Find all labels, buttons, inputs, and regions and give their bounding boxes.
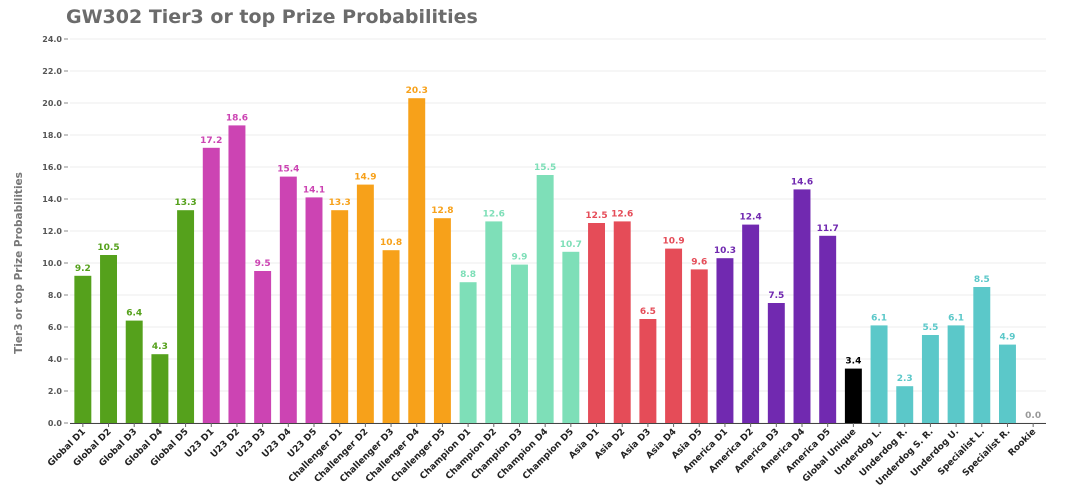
bar [793,189,811,423]
data-label: 6.5 [640,307,656,317]
data-label: 2.3 [897,374,913,384]
bar [947,325,965,423]
y-tick-label: 16.0 [42,163,62,172]
y-tick-label: 24.0 [42,35,62,44]
y-tick-label: 0.0 [48,419,63,428]
data-label: 9.6 [691,257,707,267]
data-label: 12.6 [483,209,505,219]
bar [433,218,451,423]
bar [228,125,246,424]
data-label: 10.3 [714,246,736,256]
data-label: 15.4 [277,165,299,175]
bar [562,251,580,423]
data-label: 5.5 [922,323,938,333]
data-label: 9.5 [255,259,271,269]
bar [844,368,862,423]
bar [485,221,503,423]
bar [382,250,400,423]
data-label: 8.5 [974,275,990,285]
data-label: 6.1 [871,313,887,323]
bars [74,98,1016,424]
data-label: 10.7 [560,240,582,250]
bar [742,224,760,423]
data-label: 9.9 [511,253,527,263]
bar [613,221,631,423]
data-label: 20.3 [406,86,428,96]
data-label: 7.5 [768,291,784,301]
y-tick-label: 22.0 [42,67,62,76]
data-label: 10.5 [97,243,119,253]
data-label: 9.2 [75,264,91,274]
bar [74,275,92,423]
data-label: 17.2 [200,136,222,146]
y-tick-label: 12.0 [42,227,62,236]
data-label: 18.6 [226,113,248,123]
bar [665,248,683,423]
bar [356,184,374,423]
y-tick-label: 4.0 [48,355,63,364]
bar [202,147,220,424]
data-label: 14.6 [791,177,813,187]
bar [896,386,914,423]
y-tick-label: 20.0 [42,99,62,108]
value-labels: 9.2 10.5 6.4 4.3 13.3 17.2 18.6 9.5 15.4 14.1 13.3… [75,86,1041,421]
bar [408,98,426,423]
bar [331,210,349,423]
data-label: 4.3 [152,342,168,352]
data-label: 3.4 [845,357,861,367]
data-label: 12.4 [740,213,762,223]
x-tick-label: Specialist R. [961,427,1013,479]
data-label: 6.1 [948,313,964,323]
bar [998,344,1016,423]
data-label: 10.9 [662,237,684,247]
y-tick-label: 14.0 [42,195,62,204]
bar [870,325,888,423]
y-tick-label: 6.0 [48,323,63,332]
bar [177,210,195,423]
bar [536,175,554,423]
bar [973,287,991,423]
y-tick-label: 2.0 [48,387,63,396]
y-tick-label: 18.0 [42,131,62,140]
data-label: 14.1 [303,185,325,195]
data-label: 14.9 [354,173,376,183]
bar [151,354,169,423]
bar [819,235,837,423]
data-label: 15.5 [534,163,556,173]
data-label: 4.9 [999,333,1015,343]
bar [639,319,657,423]
data-label: 10.8 [380,238,402,248]
y-tick-label: 8.0 [48,291,63,300]
chart-title: GW302 Tier3 or top Prize Probabilities [66,6,478,28]
data-label: 0.0 [1025,411,1041,421]
bar [305,197,323,423]
data-label: 13.3 [174,198,196,208]
bar [125,320,143,423]
bar [279,176,297,423]
y-tick-label: 10.0 [42,259,62,268]
bar [510,264,528,423]
y-axis: 0.0 2.0 4.0 6.0 8.0 10.0 12.0 14.0 16.0 18.0 20.0 2… [42,35,1046,428]
x-tick-label: Rookie [1007,427,1038,458]
data-label: 11.7 [817,224,839,234]
data-label: 13.3 [329,198,351,208]
data-label: 12.6 [611,209,633,219]
bar [588,223,606,423]
data-label: 8.8 [460,270,476,280]
y-axis-title: Tier3 or top Prize Probabilities [13,172,25,354]
data-label: 12.8 [431,206,453,216]
bar [921,335,939,423]
bar [459,282,477,423]
bar [690,269,708,423]
bar [767,303,785,423]
data-label: 6.4 [126,309,142,319]
bar [254,271,272,423]
bar [100,255,118,423]
data-label: 12.5 [585,211,607,221]
bar [716,258,734,423]
